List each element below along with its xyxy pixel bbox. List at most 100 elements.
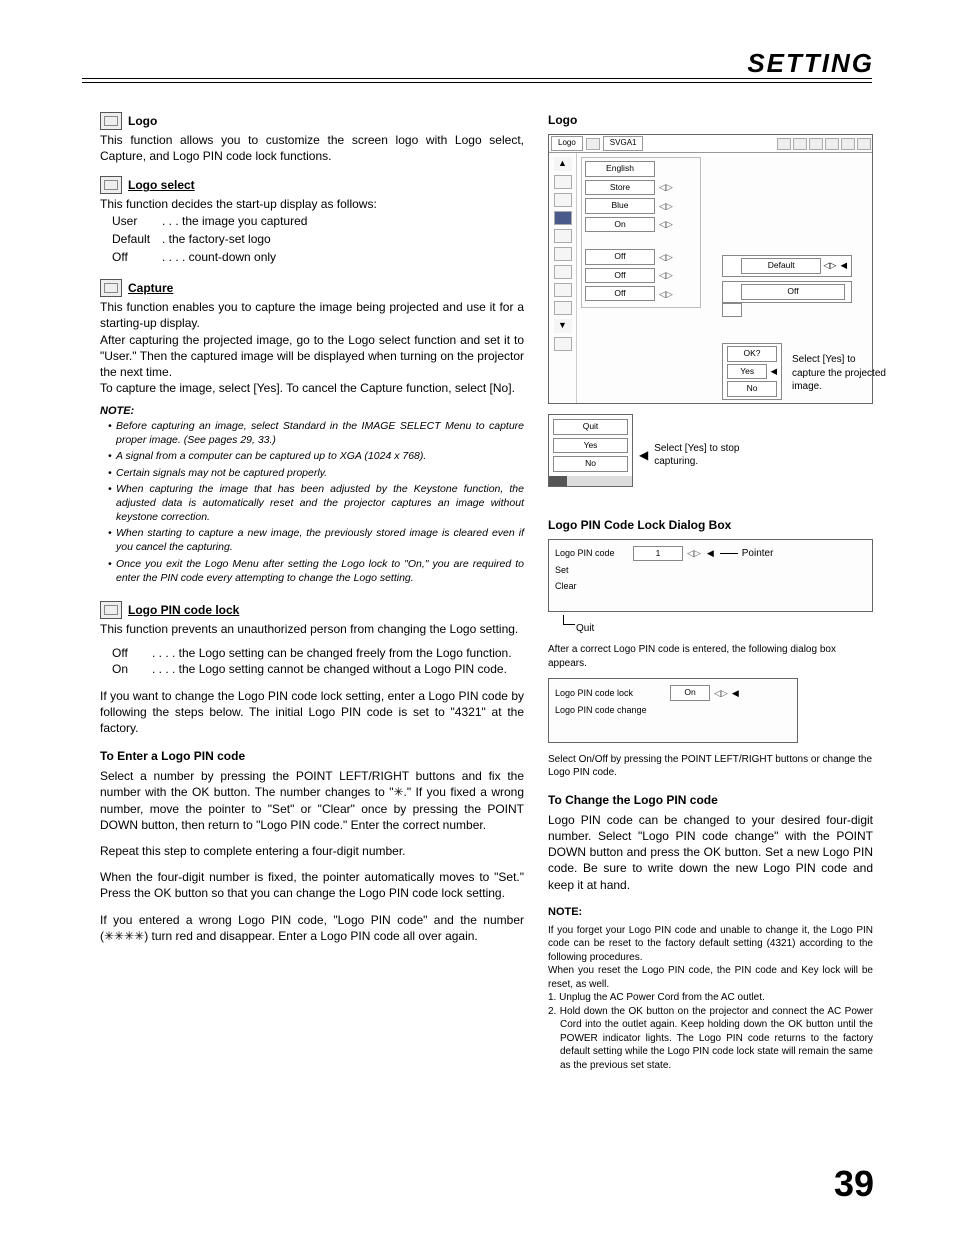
pinlock-list: Off. . . . the Logo setting can be chang…: [112, 645, 524, 677]
row-on: On: [585, 217, 655, 232]
tb-icon-2: [793, 138, 807, 150]
strip-icon-6: [554, 265, 572, 279]
row-blue: Blue: [585, 198, 655, 213]
strip-up-icon: ▲: [554, 157, 572, 171]
quit-field: Quit: [553, 419, 628, 434]
lr-icon: ◁▷: [714, 687, 728, 699]
enter-pin-heading: To Enter a Logo PIN code: [100, 748, 524, 764]
pl-k0: Off: [112, 645, 152, 661]
note2-l2: 2. Hold down the OK button on the projec…: [548, 1005, 873, 1073]
pl-k1: On: [112, 661, 152, 677]
capture-caption: Select [Yes] to capture the projected im…: [792, 353, 887, 394]
row-off1: Off: [585, 249, 655, 264]
lr-icon: ◁▷: [659, 251, 673, 263]
exit-panel: [722, 303, 742, 317]
lr-icon: ◁▷: [659, 288, 673, 300]
enter-p4: If you entered a wrong Logo PIN code, "L…: [100, 912, 524, 944]
note2-l1: 1. Unplug the AC Power Cord from the AC …: [548, 991, 873, 1005]
capture-p1: This function enables you to capture the…: [100, 299, 524, 331]
panel-icon-2: [727, 287, 739, 297]
ls-k1: Default: [112, 231, 162, 247]
enter-p1: Select a number by pressing the POINT LE…: [100, 768, 524, 833]
tb-icon-6: [857, 138, 871, 150]
note2-p2: When you reset the Logo PIN code, the PI…: [548, 964, 873, 991]
note-0: Before capturing an image, select Standa…: [108, 419, 524, 447]
ls-v1: . the factory-set logo: [162, 231, 271, 247]
note-5: Once you exit the Logo Menu after settin…: [108, 557, 524, 585]
note-4: When starting to capture a new image, th…: [108, 526, 524, 554]
right-logo-label: Logo: [548, 112, 873, 128]
menu-logo-btn: Logo: [551, 136, 583, 151]
tb-icon-3: [809, 138, 823, 150]
pin-clear: Clear: [555, 580, 866, 592]
ok-panel: OK? Yes◀ No: [722, 343, 782, 399]
note-list: Before capturing an image, select Standa…: [108, 419, 524, 585]
strip-icon-9: [554, 337, 572, 351]
pin-dialog: Logo PIN code 1 ◁▷ ◀ Pointer Set Clear: [548, 539, 873, 612]
strip-icon-4: [554, 229, 572, 243]
pinlock-p2: If you want to change the Logo PIN code …: [100, 688, 524, 737]
pinlock-intro: This function prevents an unauthorized p…: [100, 621, 524, 637]
enter-p3: When the four-digit number is fixed, the…: [100, 869, 524, 901]
lr-icon: ◁▷: [823, 260, 836, 271]
pl-v1: . . . . the Logo setting cannot be chang…: [152, 661, 520, 677]
strip-down-icon: ▼: [554, 319, 572, 333]
logo-select-icon: [100, 176, 122, 194]
lock-dialog: Logo PIN code lock On ◁▷ ◀ Logo PIN code…: [548, 678, 798, 743]
lock-b: Logo PIN code change: [555, 704, 791, 716]
page-title: SETTING: [747, 48, 874, 79]
exit-icon: [555, 597, 569, 609]
pin-value: 1: [633, 546, 683, 561]
row-english: English: [585, 161, 655, 176]
arrow-left-icon: ◀: [840, 260, 847, 271]
pin-dialog-heading: Logo PIN Code Lock Dialog Box: [548, 517, 873, 533]
capture-heading: Capture: [100, 279, 524, 297]
note-2: Certain signals may not be captured prop…: [108, 466, 524, 480]
pl-v0: . . . . the Logo setting can be changed …: [152, 645, 520, 661]
tb-icon-1: [777, 138, 791, 150]
default-panel: Default ◁▷ ◀: [722, 255, 852, 276]
note2-heading: NOTE:: [548, 905, 873, 920]
logo-heading-text: Logo: [128, 113, 157, 129]
page-number: 39: [834, 1163, 874, 1205]
ls-k0: User: [112, 213, 162, 229]
exit-icon: [555, 724, 569, 736]
yes-field: Yes: [727, 364, 767, 379]
menu-bar: Logo SVGA1: [549, 135, 872, 153]
note-3: When capturing the image that has been a…: [108, 482, 524, 525]
logo-heading: Logo: [100, 112, 524, 130]
tb-icon-5: [841, 138, 855, 150]
logo-icon: [100, 112, 122, 130]
note-heading: NOTE:: [100, 404, 524, 419]
arrow-left-icon: ◀: [707, 547, 714, 559]
lock-a: Logo PIN code lock: [555, 687, 670, 699]
quit-no: No: [553, 456, 628, 471]
lr-icon: ◁▷: [659, 181, 673, 193]
logo-select-heading-text: Logo select: [128, 177, 195, 193]
pin-label: Logo PIN code: [555, 547, 633, 559]
lr-icon: ◁▷: [659, 218, 673, 230]
off-field: Off: [741, 284, 845, 299]
quit-diagram: Quit Yes No: [548, 414, 633, 486]
capture-icon: [100, 279, 122, 297]
arrow-left-icon: ◀: [732, 687, 739, 699]
change-heading: To Change the Logo PIN code: [548, 792, 873, 808]
menu-diagram: Logo SVGA1 ▲ ▼: [548, 134, 873, 404]
pinlock-icon: [100, 601, 122, 619]
capture-heading-text: Capture: [128, 280, 173, 296]
logo-select-intro: This function decides the start-up displ…: [100, 196, 524, 212]
default-field: Default: [741, 258, 821, 273]
strip-icon-7: [554, 283, 572, 297]
left-column: Logo This function allows you to customi…: [100, 112, 524, 944]
strip-icon-3: [554, 211, 572, 225]
arrow-left-icon: ◀: [770, 366, 777, 377]
enter-p2: Repeat this step to complete entering a …: [100, 843, 524, 859]
lock-on: On: [670, 685, 710, 700]
ls-v2: . . . . count-down only: [162, 249, 276, 265]
ls-v0: . . . the image you captured: [162, 213, 307, 229]
logo-select-heading: Logo select: [100, 176, 524, 194]
pinlock-heading: Logo PIN code lock: [100, 601, 524, 619]
right-column: Logo Logo SVGA1 ▲: [548, 112, 873, 1072]
logo-select-list: User. . . the image you captured Default…: [112, 213, 524, 266]
off-panel: Off: [722, 281, 852, 302]
